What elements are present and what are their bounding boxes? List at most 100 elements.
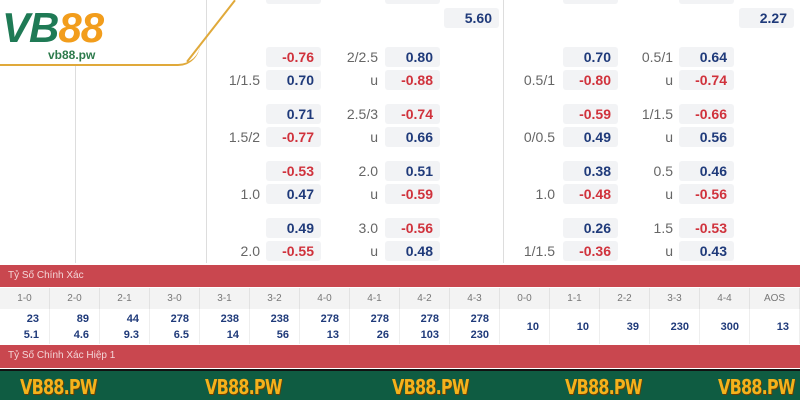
score-header: 4-4 <box>700 288 750 309</box>
under-odds[interactable]: 0.56 <box>679 127 734 147</box>
score-odds-cell[interactable]: 278 13 <box>300 309 350 344</box>
score-header: 4-2 <box>400 288 450 309</box>
under-odds[interactable]: 0.66 <box>385 127 440 147</box>
under-odds[interactable]: -0.59 <box>385 184 440 204</box>
total-line: 0.5 <box>653 163 673 179</box>
score-odds-value: 300 <box>720 320 739 333</box>
score-odds-cell[interactable]: 230 <box>650 309 700 344</box>
over-odds[interactable]: 0.46 <box>679 161 734 181</box>
handicap-odds-home[interactable]: 0.38 <box>563 161 618 181</box>
handicap-odds-away[interactable]: 0.70 <box>266 70 321 90</box>
handicap-line: 1.0 <box>535 186 555 202</box>
score-odds-cell[interactable]: 89 4.6 <box>50 309 100 344</box>
score-odds-value: 44 <box>126 312 139 325</box>
section-header-correct-score: Tỷ Số Chính Xác <box>0 265 800 287</box>
over-odds[interactable]: 0.80 <box>385 47 440 67</box>
watermark-text: VB88.PW <box>565 375 642 399</box>
handicap-odds-away[interactable]: -0.77 <box>266 127 321 147</box>
under-odds[interactable]: -0.88 <box>385 70 440 90</box>
score-odds-value: 5.1 <box>23 328 39 341</box>
handicap-odds-home[interactable]: 0.26 <box>563 218 618 238</box>
score-header: 3-3 <box>650 288 700 309</box>
score-header: 4-0 <box>300 288 350 309</box>
score-odds-cell[interactable]: 278 230 <box>450 309 500 344</box>
score-header: 1-1 <box>550 288 600 309</box>
odds-cell[interactable]: 5.60 <box>444 8 499 28</box>
score-header: AOS <box>750 288 800 309</box>
watermark-footer: VB88.PW VB88.PW VB88.PW VB88.PW VB88.PW <box>0 369 800 400</box>
score-odds-cell[interactable]: 300 <box>700 309 750 344</box>
under-odds[interactable]: 0.43 <box>679 241 734 261</box>
score-header: 3-1 <box>200 288 250 309</box>
odds-cell-cropped[interactable] <box>266 0 321 4</box>
odds-cell-cropped[interactable] <box>563 0 618 4</box>
watermark-text: VB88.PW <box>718 375 795 399</box>
handicap-line: 2.0 <box>240 243 260 259</box>
total-line: 3.0 <box>358 220 378 236</box>
under-label: u <box>665 72 673 88</box>
handicap-odds-home[interactable]: -0.53 <box>266 161 321 181</box>
score-odds-value: 13 <box>776 320 789 333</box>
total-line: 0.5/1 <box>641 49 673 65</box>
column-divider <box>75 0 76 263</box>
handicap-odds-away[interactable]: -0.55 <box>266 241 321 261</box>
logo-text: 88 <box>58 4 104 51</box>
score-odds-value: 14 <box>226 328 239 341</box>
handicap-odds-home[interactable]: -0.59 <box>563 104 618 124</box>
handicap-odds-away[interactable]: 0.47 <box>266 184 321 204</box>
score-odds-cell[interactable]: 238 56 <box>250 309 300 344</box>
score-odds-value: 230 <box>670 320 689 333</box>
odds-cell-cropped[interactable] <box>385 0 440 4</box>
column-divider <box>206 0 207 263</box>
over-odds[interactable]: -0.56 <box>385 218 440 238</box>
handicap-line: 0.5/1 <box>523 72 555 88</box>
total-line: 2/2.5 <box>346 49 378 65</box>
score-odds-cell[interactable]: 10 <box>500 309 550 344</box>
handicap-odds-away[interactable]: -0.36 <box>563 241 618 261</box>
over-odds[interactable]: 0.51 <box>385 161 440 181</box>
total-line: 1/1.5 <box>641 106 673 122</box>
over-odds[interactable]: -0.53 <box>679 218 734 238</box>
under-odds[interactable]: -0.74 <box>679 70 734 90</box>
over-odds[interactable]: -0.74 <box>385 104 440 124</box>
score-odds-cell[interactable]: 39 <box>600 309 650 344</box>
score-odds-cell[interactable]: 23 5.1 <box>0 309 50 344</box>
score-header: 3-2 <box>250 288 300 309</box>
score-odds-cell[interactable]: 238 14 <box>200 309 250 344</box>
handicap-line: 0/0.5 <box>523 129 555 145</box>
under-odds[interactable]: 0.48 <box>385 241 440 261</box>
handicap-odds-home[interactable]: 0.49 <box>266 218 321 238</box>
handicap-odds-away[interactable]: -0.80 <box>563 70 618 90</box>
under-label: u <box>665 243 673 259</box>
score-header: 2-0 <box>50 288 100 309</box>
score-odds-cell[interactable]: 278 103 <box>400 309 450 344</box>
score-header: 2-1 <box>100 288 150 309</box>
handicap-odds-home[interactable]: 0.70 <box>563 47 618 67</box>
handicap-odds-away[interactable]: 0.49 <box>563 127 618 147</box>
score-odds-cell[interactable]: 10 <box>550 309 600 344</box>
score-odds-value: 238 <box>270 312 289 325</box>
odds-cell[interactable]: 2.27 <box>739 8 794 28</box>
score-odds-value: 238 <box>220 312 239 325</box>
score-header: 2-2 <box>600 288 650 309</box>
under-odds[interactable]: -0.56 <box>679 184 734 204</box>
column-divider <box>503 0 504 263</box>
score-odds-cell[interactable]: 278 26 <box>350 309 400 344</box>
score-odds-cell[interactable]: 278 6.5 <box>150 309 200 344</box>
logo-text: VB <box>2 4 59 51</box>
score-odds-value: 26 <box>376 328 389 341</box>
odds-cell-cropped[interactable] <box>679 0 734 4</box>
score-header-row: 1-0 2-0 2-1 3-0 3-1 3-2 4-0 4-1 4-2 4-3 0-0 1-1 2-2 3… <box>0 288 800 309</box>
score-odds-value: 278 <box>470 312 489 325</box>
logo-domain: vb88.pw <box>48 48 96 62</box>
over-odds[interactable]: 0.64 <box>679 47 734 67</box>
score-odds-cell[interactable]: 44 9.3 <box>100 309 150 344</box>
handicap-odds-home[interactable]: 0.71 <box>266 104 321 124</box>
handicap-odds-home[interactable]: -0.76 <box>266 47 321 67</box>
score-odds-value: 278 <box>320 312 339 325</box>
over-odds[interactable]: -0.66 <box>679 104 734 124</box>
score-odds-value: 4.6 <box>73 328 89 341</box>
score-odds-cell[interactable]: 13 <box>750 309 800 344</box>
score-odds-value: 10 <box>526 320 539 333</box>
handicap-odds-away[interactable]: -0.48 <box>563 184 618 204</box>
